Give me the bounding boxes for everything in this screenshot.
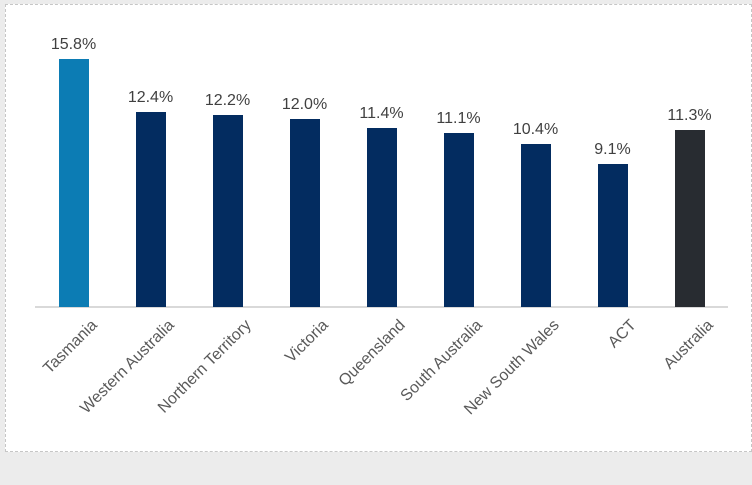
value-label: 11.1% (436, 110, 481, 127)
category-label: South Australia (397, 316, 486, 405)
bar (597, 164, 628, 307)
bar (366, 128, 397, 307)
category-label: ACT (604, 316, 640, 352)
bar (212, 115, 243, 307)
value-label: 11.3% (667, 107, 712, 124)
value-label: 12.2% (204, 92, 251, 109)
value-label: 12.4% (127, 89, 174, 106)
value-label: 15.8% (50, 36, 97, 53)
chart-frame: 15.8% Tasmania 12.4% Western Australia 12.2%… (5, 4, 752, 452)
x-axis-line (35, 306, 728, 308)
category-label: Victoria (281, 316, 332, 367)
category-label: Australia (660, 316, 717, 373)
bar (520, 144, 551, 307)
category-label: Northern Territory (154, 316, 255, 417)
value-label: 11.4% (359, 105, 404, 122)
bar (674, 130, 705, 307)
bar-chart: 15.8% Tasmania 12.4% Western Australia 12.2%… (6, 5, 751, 451)
value-label: 12.0% (281, 96, 328, 113)
value-label: 10.4% (512, 121, 559, 138)
bar (58, 59, 89, 307)
category-label: New South Wales (460, 316, 563, 419)
value-label: 9.1% (594, 141, 631, 158)
category-label: Western Australia (76, 316, 178, 418)
category-label: Queensland (335, 316, 409, 390)
bar (135, 112, 166, 307)
bar (289, 119, 320, 307)
bar (443, 133, 474, 307)
